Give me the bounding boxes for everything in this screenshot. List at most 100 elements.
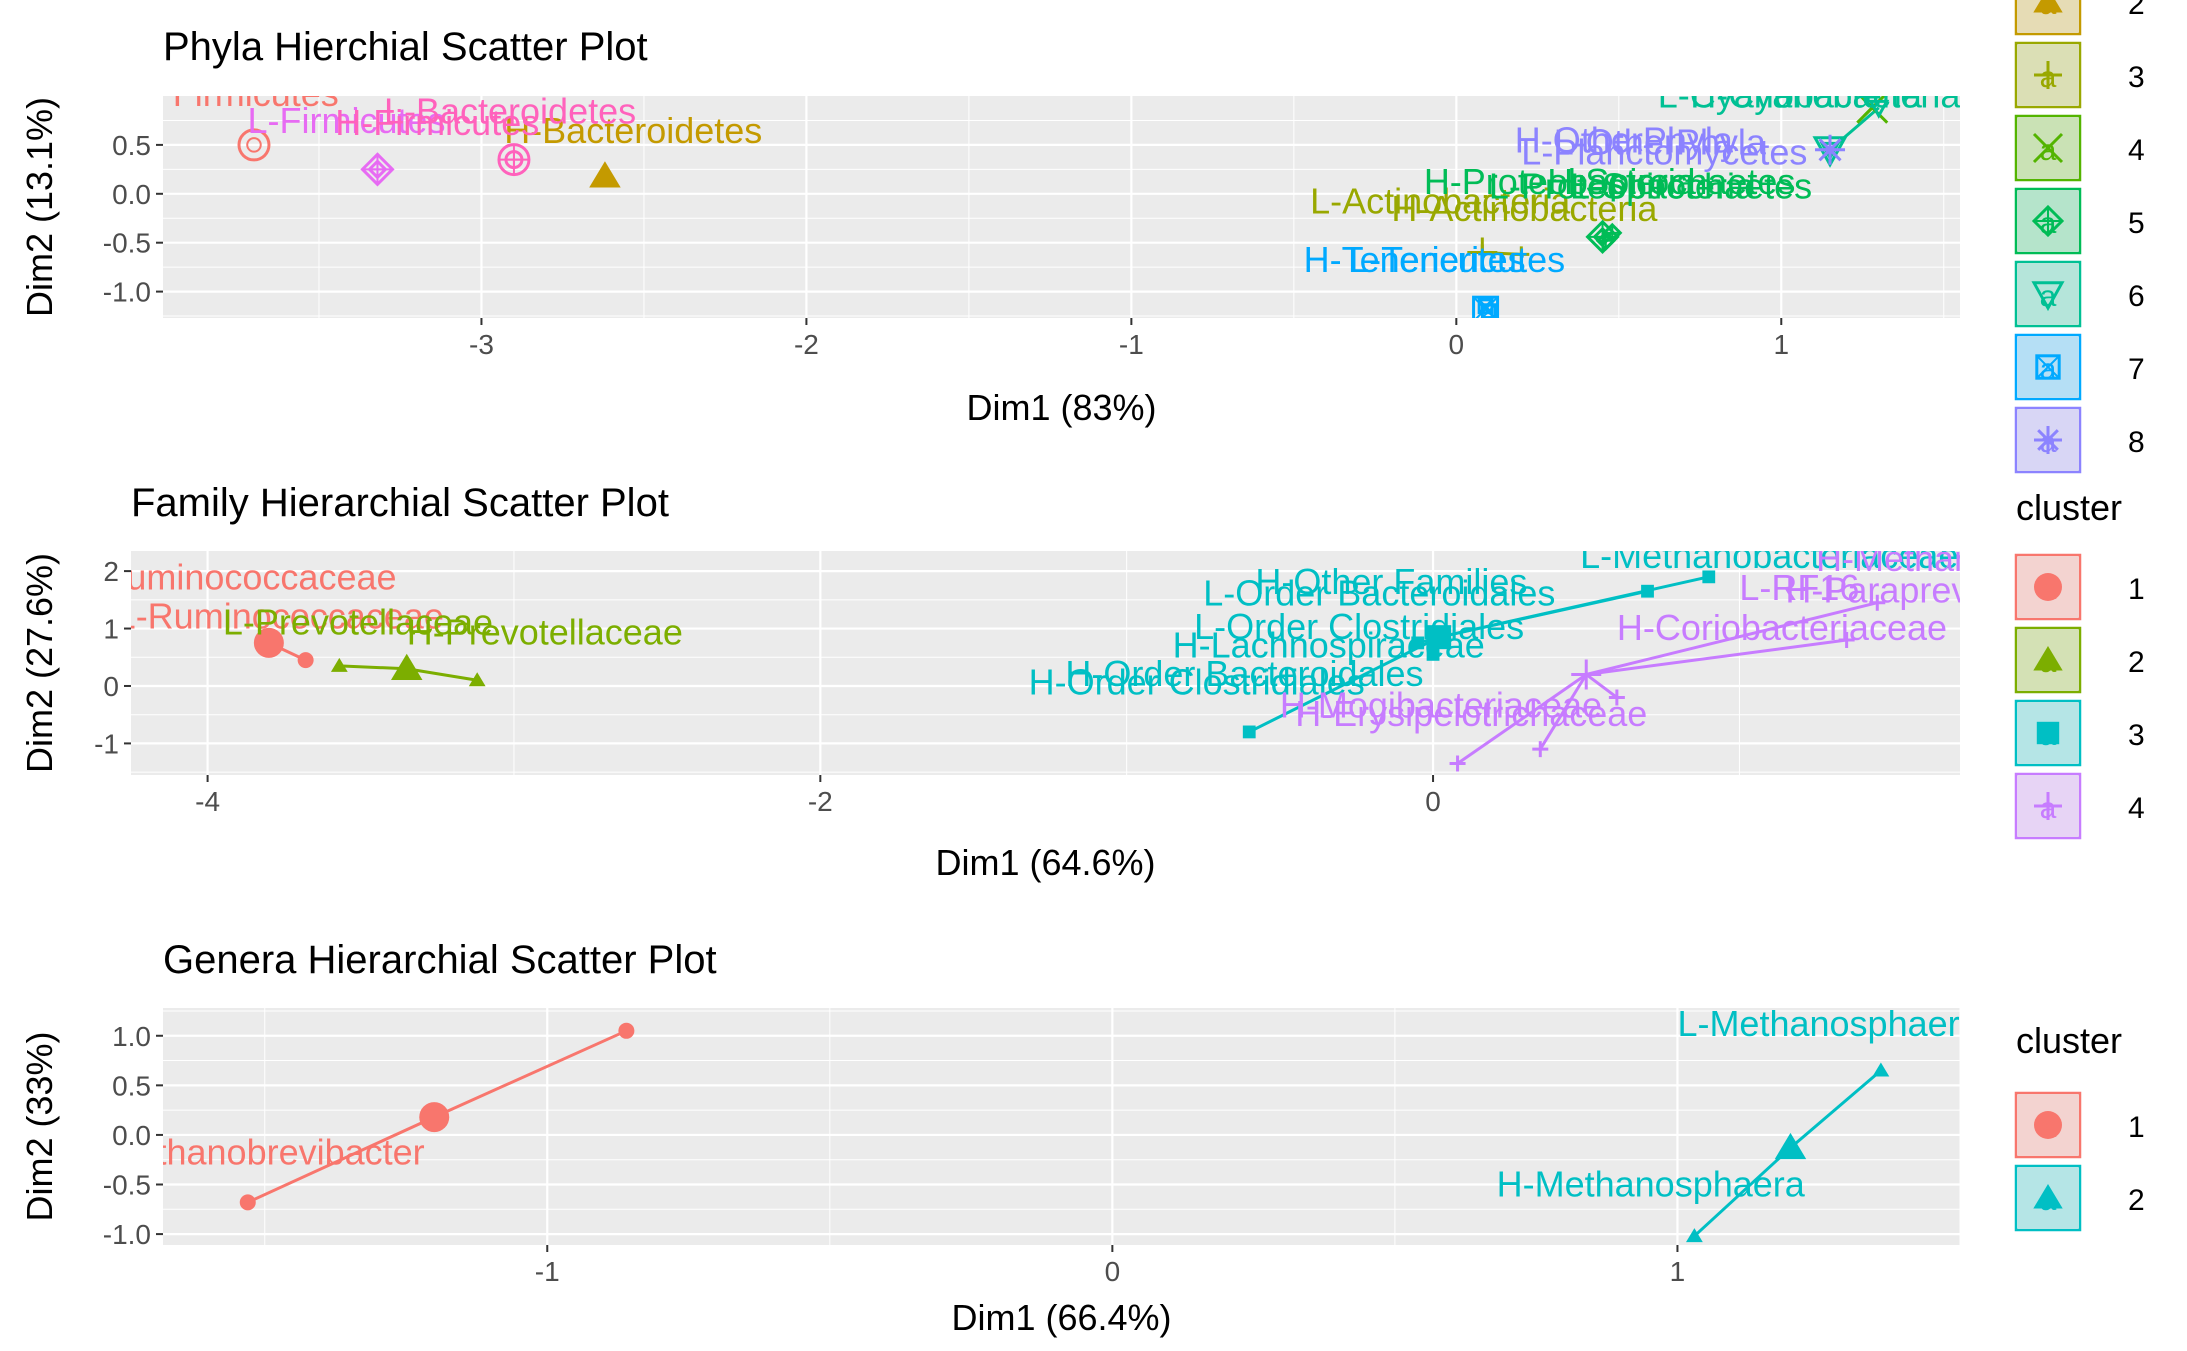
legend-letter: a xyxy=(2040,573,2057,606)
point-label: H-Bacteroidetes xyxy=(504,110,762,151)
cluster-center xyxy=(1571,659,1602,690)
point-label: Methanobrevibacter xyxy=(106,1132,424,1173)
y-tick-label: 0.5 xyxy=(112,1070,151,1101)
cluster-link xyxy=(433,1029,627,1119)
data-point xyxy=(1608,689,1625,706)
cluster-center xyxy=(1774,1132,1807,1160)
data-point xyxy=(330,657,348,672)
data-point xyxy=(1411,636,1425,650)
legend-label: 2 xyxy=(2128,1184,2145,1217)
legend-symbol xyxy=(2034,426,2062,454)
legend-key xyxy=(2014,260,2082,328)
cluster-center xyxy=(1815,134,1846,165)
legend-symbol xyxy=(2033,1184,2063,1209)
point-label: L-Spirochaetes xyxy=(1570,166,1812,207)
plot-background xyxy=(163,1008,1960,1245)
point-label: L-Cyanobacteria xyxy=(1658,75,1923,116)
point-label: L-Firmicutes xyxy=(247,100,445,141)
legend-label: 2 xyxy=(2128,0,2145,21)
data-point xyxy=(239,1194,256,1211)
legend-symbol xyxy=(2032,132,2064,164)
data-point xyxy=(1702,570,1716,584)
point-label: H-Coriobacteriaceae xyxy=(1617,607,1947,648)
legend-letter: a xyxy=(2040,792,2057,825)
x-tick-label: 0 xyxy=(1425,786,1441,817)
legend-letter: a xyxy=(2040,719,2057,752)
cluster-link xyxy=(247,1115,435,1204)
y-axis-label: Dim2 (33%) xyxy=(19,1031,60,1221)
x-tick-label: 0 xyxy=(1105,1256,1121,1287)
x-tick-label: -4 xyxy=(195,786,220,817)
cluster-link xyxy=(339,664,407,671)
point-label: Firmicutes xyxy=(173,73,339,114)
chart-title: Family Hierarchial Scatter Plot xyxy=(131,481,669,525)
cluster-center-plus xyxy=(1587,221,1618,252)
y-tick-label: 0 xyxy=(103,671,119,702)
cluster-link xyxy=(1539,673,1588,750)
legend-symbol xyxy=(2031,281,2065,312)
legend-label: 3 xyxy=(2128,719,2145,752)
x-tick-label: -2 xyxy=(808,786,833,817)
point-label: H-Prevotellaceae xyxy=(407,612,683,653)
legend-key xyxy=(2014,114,2082,182)
cluster-center-x xyxy=(1472,296,1499,318)
cluster-center xyxy=(1472,295,1500,318)
point-label: H-Mogibacteriaceae xyxy=(1280,685,1602,726)
legend: a 2 a 3 a 4 a 5 a 6 a 7 a 8 xyxy=(2014,0,2145,474)
y-tick-label: 0.0 xyxy=(112,179,151,210)
cluster-center xyxy=(237,128,271,162)
cluster-link xyxy=(406,667,478,682)
genera-panel: -1 0 1 1.0 0.5 0.0 -0.5 -1.0 Genera Hierarchial … xyxy=(19,938,2145,1338)
x-tick-label: -2 xyxy=(794,329,819,360)
legend-symbol xyxy=(2034,573,2062,601)
x-tick-label: 0 xyxy=(1449,329,1465,360)
cluster-link xyxy=(1456,673,1588,765)
data-point xyxy=(1868,99,1890,119)
cluster-center xyxy=(419,1102,450,1133)
plot-background xyxy=(163,96,1960,318)
y-axis-label: Dim2 (27.6%) xyxy=(19,553,60,773)
grid xyxy=(163,1008,1960,1245)
x-axis-label: Dim1 (66.4%) xyxy=(951,1297,1171,1338)
cluster-center xyxy=(1467,237,1498,268)
data-layer: Methanobrevibacter L-Methanosphaera H-Meth… xyxy=(106,1008,1960,1243)
y-tick-label: 0.0 xyxy=(112,1120,151,1151)
chart-title: Genera Hierarchial Scatter Plot xyxy=(163,938,717,982)
point-label: L-Bacteroidetes xyxy=(384,90,636,131)
point-label: Ruminococcaceae xyxy=(100,556,396,597)
legend-symbol xyxy=(2034,792,2062,820)
point-label: L-Proteobacteria xyxy=(1489,166,1756,207)
cluster-center-plus xyxy=(362,154,393,185)
point-label: H-Tenericutes xyxy=(1304,239,1526,280)
legend-letter: a xyxy=(2040,61,2057,94)
point-label: L-Order Clostridiales xyxy=(1194,606,1524,647)
data-point xyxy=(1532,741,1549,758)
data-point xyxy=(1838,632,1855,649)
data-layer: RuminococcaceaeL-RuminococcaceaeL-Prevot… xyxy=(100,551,1960,772)
cluster-center-plus xyxy=(498,144,529,175)
legend-letter: a xyxy=(2040,134,2057,167)
point-label: L-Order Bacteroidales xyxy=(1203,573,1555,614)
point-label: H-Firmicutes xyxy=(335,102,539,143)
x-tick-label: -3 xyxy=(469,329,494,360)
legend-label: 8 xyxy=(2128,426,2145,459)
legend-letter: a xyxy=(2040,207,2057,240)
cluster-link xyxy=(1585,673,1618,699)
x-tick-label: -1 xyxy=(535,1256,560,1287)
legend-symbol xyxy=(2034,61,2062,89)
point-label: L-RF16 xyxy=(1739,567,1859,608)
family-panel: -4 -2 0 2 1 0 -1 Family Hierarchial Scatter Plo… xyxy=(19,481,2145,883)
legend-letter: a xyxy=(2040,353,2057,386)
cluster-link xyxy=(1248,635,1440,734)
point-label: L-Tenericutes xyxy=(1349,239,1565,280)
chart-title: Phyla Hierchial Scatter Plot xyxy=(163,25,648,69)
y-axis-label: Dim2 (13.1%) xyxy=(19,97,60,317)
point-label: L-Planctomycetes xyxy=(1521,131,1807,172)
data-layer: Firmicutes H-Bacteroidetes L-Actinobacteri… xyxy=(173,73,1960,318)
legend-key xyxy=(2014,0,2082,36)
legend-letter: a xyxy=(2040,426,2057,459)
legend-key xyxy=(2014,41,2082,109)
point-label: H-Proteobacteria xyxy=(1424,161,1697,202)
grid xyxy=(131,551,1960,775)
data-point xyxy=(1477,298,1494,315)
